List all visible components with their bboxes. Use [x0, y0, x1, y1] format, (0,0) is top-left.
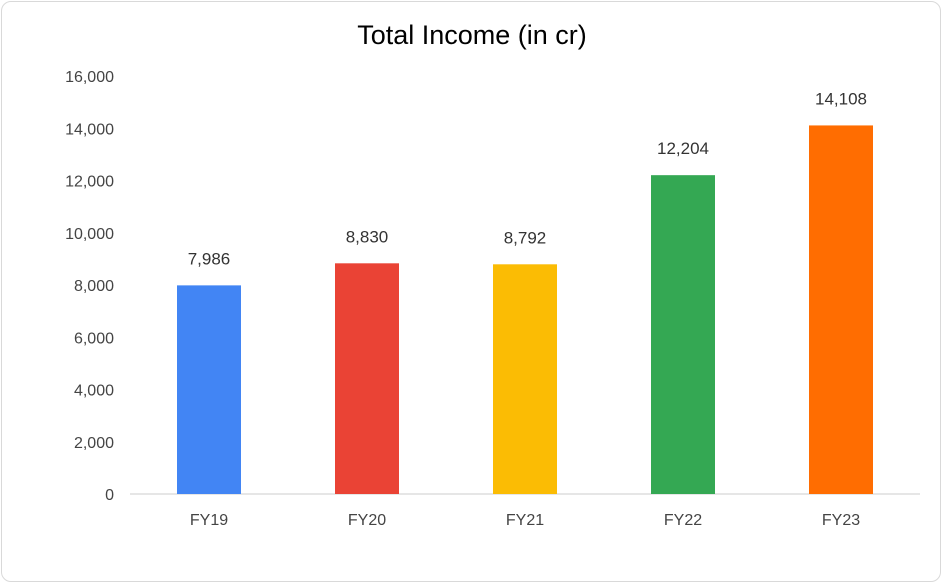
y-tick-label: 16,000	[65, 69, 114, 86]
data-label-fy20: 8,830	[346, 227, 389, 246]
data-labels: 7,986 8,830 8,792 12,204 14,108	[188, 89, 867, 268]
data-label-fy23: 14,108	[815, 89, 867, 108]
chart-title: Total Income (in cr)	[357, 20, 587, 50]
data-label-fy22: 12,204	[657, 139, 709, 158]
x-axis-categories: FY19 FY20 FY21 FY22 FY23	[190, 512, 860, 529]
y-tick-label: 14,000	[65, 121, 114, 138]
x-category-label: FY21	[506, 512, 544, 529]
bar-fy20	[335, 263, 399, 494]
y-tick-label: 2,000	[74, 435, 114, 452]
y-axis-ticks: 0 2,000 4,000 6,000 8,000 10,000 12,000 14,000 1…	[65, 69, 114, 504]
y-tick-label: 12,000	[65, 174, 114, 191]
y-tick-label: 6,000	[74, 330, 114, 347]
y-tick-label: 8,000	[74, 278, 114, 295]
bar-fy21	[493, 264, 557, 494]
data-label-fy19: 7,986	[188, 249, 231, 268]
y-tick-label: 4,000	[74, 383, 114, 400]
y-tick-label: 10,000	[65, 226, 114, 243]
bar-fy22	[651, 175, 715, 494]
data-label-fy21: 8,792	[504, 228, 547, 247]
x-category-label: FY23	[822, 512, 860, 529]
x-category-label: FY22	[664, 512, 702, 529]
bar-fy19	[177, 285, 241, 494]
bar-fy23	[809, 125, 873, 494]
x-category-label: FY20	[348, 512, 386, 529]
x-category-label: FY19	[190, 512, 228, 529]
bars	[177, 125, 873, 494]
y-tick-label: 0	[105, 487, 114, 504]
